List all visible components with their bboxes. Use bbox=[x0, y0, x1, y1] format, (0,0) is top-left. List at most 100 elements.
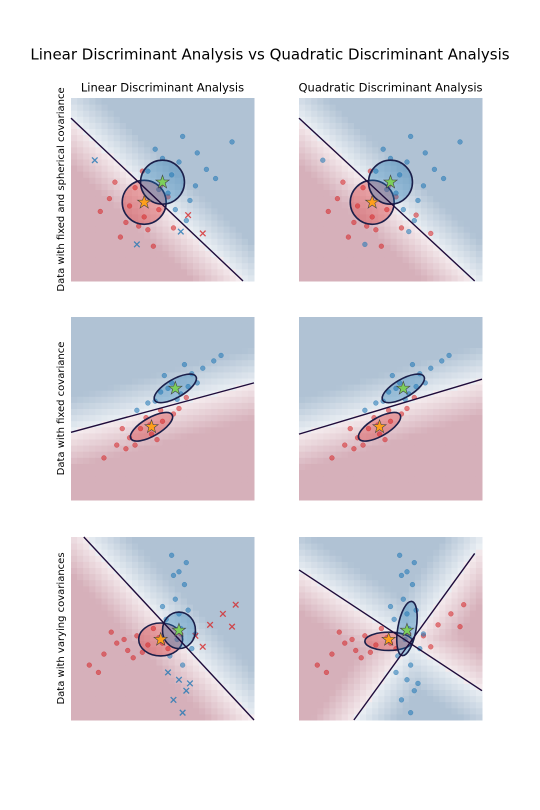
decision-region bbox=[360, 451, 367, 458]
decision-region bbox=[353, 171, 361, 178]
decision-region bbox=[439, 232, 446, 239]
decision-region bbox=[113, 555, 121, 562]
decision-region bbox=[427, 493, 434, 501]
decision-region bbox=[329, 481, 337, 489]
decision-region bbox=[180, 408, 188, 416]
decision-region bbox=[378, 189, 385, 197]
decision-region bbox=[186, 628, 194, 636]
decision-region bbox=[335, 659, 343, 666]
decision-region bbox=[475, 152, 483, 160]
decision-region bbox=[71, 396, 78, 403]
decision-region bbox=[463, 323, 471, 330]
decision-region bbox=[223, 359, 231, 367]
decision-region bbox=[341, 481, 349, 489]
decision-region bbox=[317, 122, 324, 129]
decision-region bbox=[353, 213, 361, 221]
decision-region bbox=[217, 189, 224, 197]
decision-region bbox=[305, 707, 312, 715]
decision-region bbox=[89, 652, 96, 660]
decision-region bbox=[223, 475, 231, 483]
decision-region bbox=[156, 457, 163, 464]
decision-region bbox=[451, 256, 459, 264]
decision-region bbox=[451, 220, 459, 227]
decision-region bbox=[119, 671, 127, 678]
decision-region bbox=[156, 598, 163, 605]
decision-region bbox=[451, 359, 459, 367]
decision-region bbox=[150, 543, 157, 550]
decision-region bbox=[107, 396, 115, 403]
decision-region bbox=[384, 250, 391, 258]
decision-region bbox=[138, 110, 145, 117]
decision-region bbox=[83, 256, 90, 264]
decision-region bbox=[95, 573, 102, 581]
decision-region bbox=[402, 359, 410, 367]
decision-region bbox=[311, 537, 318, 544]
decision-region bbox=[323, 426, 330, 434]
decision-region bbox=[229, 567, 237, 575]
decision-region bbox=[156, 701, 163, 709]
decision-region bbox=[378, 317, 385, 324]
decision-region bbox=[156, 689, 163, 697]
decision-region bbox=[347, 475, 355, 483]
decision-region bbox=[211, 628, 218, 636]
decision-region bbox=[305, 220, 312, 227]
decision-region bbox=[299, 226, 306, 233]
decision-region bbox=[168, 317, 176, 324]
decision-region bbox=[77, 561, 84, 568]
decision-region bbox=[475, 317, 483, 324]
decision-region bbox=[168, 341, 176, 348]
decision-region bbox=[347, 341, 355, 348]
decision-region bbox=[205, 646, 212, 654]
decision-region bbox=[323, 610, 330, 617]
decision-region bbox=[89, 128, 96, 136]
decision-region bbox=[71, 493, 78, 501]
decision-region bbox=[193, 165, 200, 172]
decision-region bbox=[132, 561, 139, 568]
decision-region bbox=[317, 268, 324, 276]
decision-region bbox=[101, 677, 109, 684]
decision-region bbox=[223, 598, 231, 605]
decision-region bbox=[113, 451, 121, 458]
decision-region bbox=[193, 159, 200, 166]
decision-region bbox=[353, 165, 361, 172]
decision-region bbox=[119, 445, 127, 452]
decision-region bbox=[241, 116, 249, 123]
decision-region bbox=[463, 353, 471, 361]
decision-region bbox=[241, 652, 249, 660]
decision-region bbox=[421, 232, 428, 239]
decision-region bbox=[317, 189, 324, 197]
decision-region bbox=[193, 134, 200, 142]
decision-region bbox=[463, 140, 471, 148]
decision-region bbox=[353, 335, 361, 342]
decision-region bbox=[107, 110, 115, 117]
decision-region bbox=[199, 402, 206, 409]
decision-region bbox=[205, 396, 212, 403]
decision-region bbox=[132, 378, 139, 385]
decision-region bbox=[384, 359, 391, 367]
decision-region bbox=[427, 165, 434, 172]
decision-region bbox=[193, 128, 200, 136]
decision-region bbox=[305, 165, 312, 172]
decision-region bbox=[457, 152, 465, 160]
decision-region bbox=[341, 591, 349, 599]
decision-region bbox=[311, 543, 318, 550]
decision-region bbox=[305, 640, 312, 648]
decision-region bbox=[113, 457, 121, 464]
decision-region bbox=[168, 371, 176, 379]
decision-region bbox=[247, 646, 255, 654]
decision-region bbox=[475, 335, 483, 342]
decision-region bbox=[433, 323, 440, 330]
decision-region bbox=[341, 183, 349, 190]
decision-region bbox=[469, 469, 477, 477]
decision-region bbox=[162, 365, 170, 373]
decision-region bbox=[168, 189, 176, 197]
decision-region bbox=[408, 469, 416, 477]
decision-region bbox=[414, 104, 422, 111]
decision-region bbox=[107, 159, 115, 166]
decision-region bbox=[162, 317, 170, 324]
decision-region bbox=[414, 238, 422, 245]
decision-region bbox=[475, 493, 483, 501]
decision-region bbox=[427, 353, 434, 361]
decision-region bbox=[162, 713, 170, 721]
decision-region bbox=[113, 591, 121, 599]
